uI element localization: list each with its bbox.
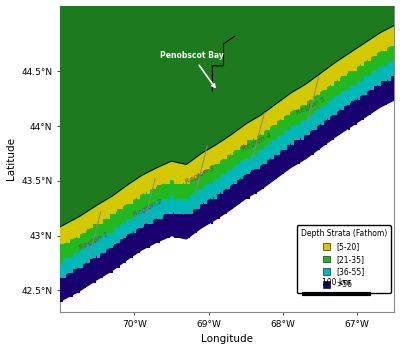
Text: Region 3: Region 3: [184, 166, 215, 185]
Polygon shape: [60, 45, 394, 262]
Polygon shape: [60, 60, 394, 278]
Polygon shape: [60, 6, 394, 227]
Polygon shape: [60, 6, 394, 227]
Legend: [5-20], [21-35], [36-55], >56: [5-20], [21-35], [36-55], >56: [297, 225, 391, 293]
Text: Penobscot Bay: Penobscot Bay: [160, 51, 224, 87]
Text: Region 5: Region 5: [296, 96, 327, 116]
Text: Region 2: Region 2: [132, 198, 163, 218]
Y-axis label: Latitude: Latitude: [6, 138, 16, 180]
Text: 100 km: 100 km: [322, 278, 350, 287]
Polygon shape: [60, 25, 394, 246]
Text: Region 1: Region 1: [78, 231, 109, 251]
X-axis label: Longitude: Longitude: [201, 335, 253, 344]
Polygon shape: [60, 77, 394, 301]
Text: Region 4: Region 4: [241, 133, 272, 152]
